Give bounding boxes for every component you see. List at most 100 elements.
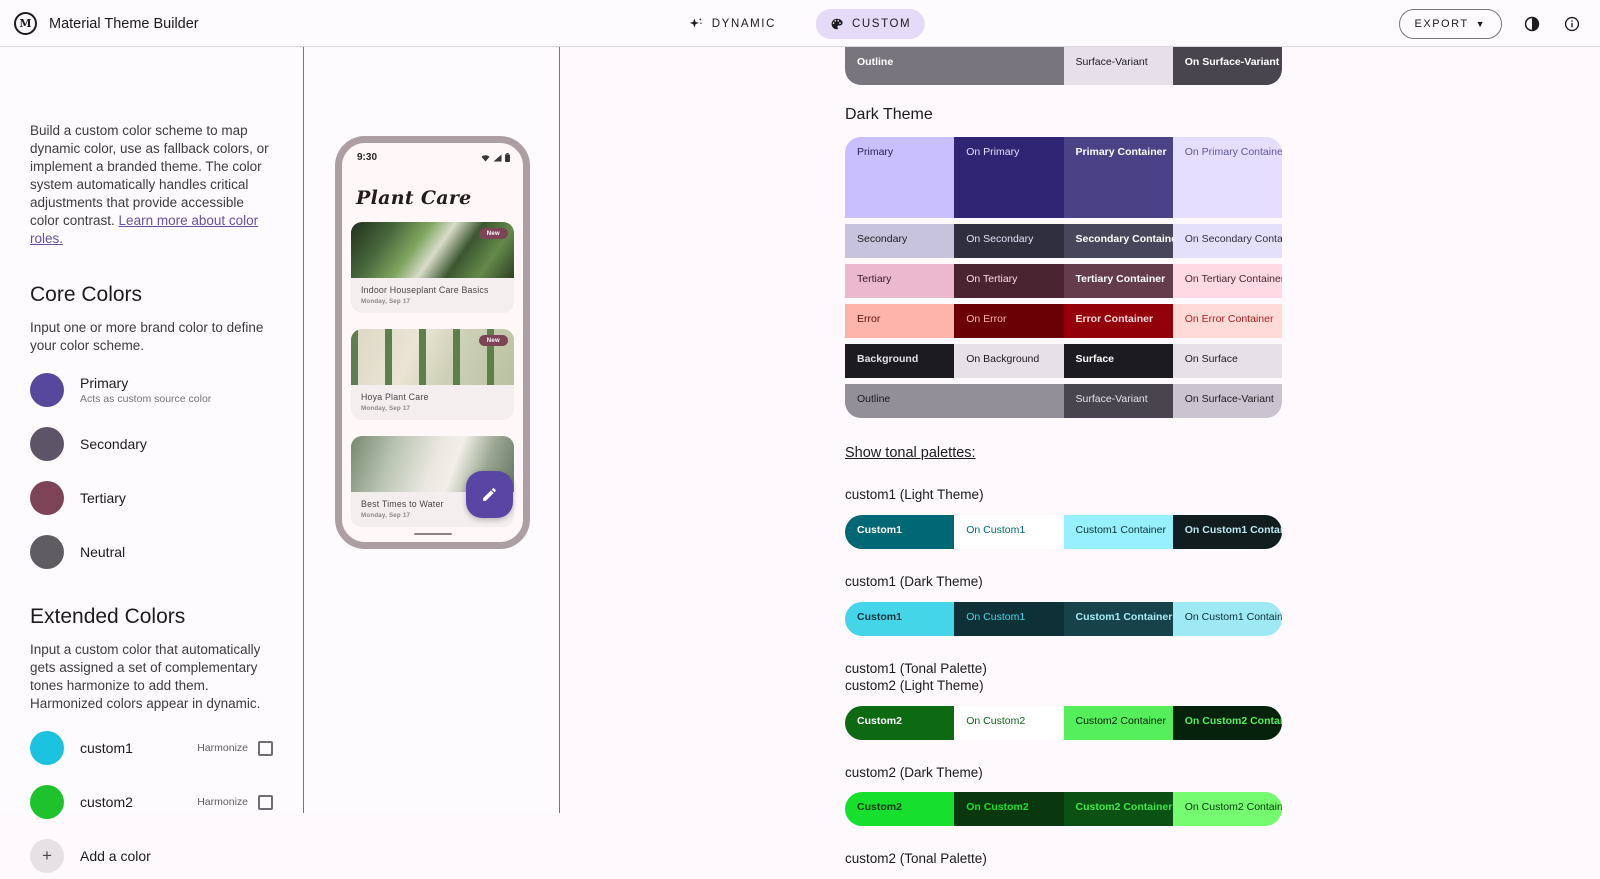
swatch-tertiary-container: Tertiary Container (1063, 264, 1173, 298)
custom1-color-swatch[interactable] (30, 731, 64, 766)
light-theme-table-partial: Outline Surface-Variant On Surface-Variant (845, 47, 1282, 85)
tab-custom-label: CUSTOM (852, 17, 912, 30)
custom2-color-swatch[interactable] (30, 785, 64, 820)
swatch-row: Outline Surface-Variant On Surface-Variant (845, 384, 1282, 418)
extended-colors-desc: Input a custom color that automatically … (30, 641, 261, 711)
card-title: Indoor Houseplant Care Basics (361, 285, 489, 295)
tab-custom[interactable]: CUSTOM (816, 8, 926, 39)
battery-icon (505, 153, 510, 162)
custom1-dark-label: custom1 (Dark Theme) (845, 573, 983, 589)
extended-colors-heading: Extended Colors (30, 604, 186, 628)
card-photo: New (351, 329, 514, 385)
swatch-row: Custom1 On Custom1 Custom1 Container On Cus… (845, 514, 1282, 549)
swatch-on-custom2: On Custom2 (954, 792, 1064, 827)
card-date: Monday, Sep 17 (361, 405, 411, 412)
swatch-row: Background On Background Surface On Surface (845, 344, 1282, 378)
swatch-custom1: Custom1 (845, 514, 955, 549)
status-time: 9:30 (357, 152, 378, 163)
swatch-on-tertiary-container: On Tertiary Container (1172, 264, 1282, 298)
swatch-row: Custom2 On Custom2 Custom2 Container On Cus… (845, 792, 1282, 827)
sparkle-icon (689, 18, 702, 28)
secondary-color-label: Secondary (80, 435, 147, 452)
custom1-harmonize-checkbox[interactable] (258, 740, 273, 756)
swatch-surface: Surface (1063, 344, 1173, 378)
primary-color-swatch[interactable] (30, 372, 64, 407)
custom2-dark-row: Custom2 On Custom2 Custom2 Container On Cus… (845, 792, 1282, 827)
swatch-outline: Outline (845, 47, 1064, 85)
tab-dynamic[interactable]: DYNAMIC (675, 9, 790, 39)
add-color-label: Add a color (80, 848, 151, 865)
primary-color-sublabel: Acts as custom source color (80, 392, 212, 405)
swatch-on-custom1-container: On Custom1 Container (1172, 601, 1282, 636)
swatch-error: Error (845, 304, 955, 338)
new-badge: New (478, 228, 508, 239)
dark-theme-heading: Dark Theme (845, 106, 933, 123)
custom2-tonal-label: custom2 (Tonal Palette) (845, 851, 987, 867)
swatch-on-custom2-container: On Custom2 Container (1172, 705, 1282, 740)
app-title: Material Theme Builder (49, 15, 199, 32)
swatch-custom2: Custom2 (845, 792, 955, 827)
edit-fab (466, 471, 513, 518)
swatch-outline: Outline (845, 384, 1064, 418)
tertiary-color-swatch[interactable] (30, 480, 64, 515)
swatch-on-custom1: On Custom1 (954, 514, 1064, 549)
intro-text-body: Build a custom color scheme to map dynam… (30, 123, 269, 229)
swatch-custom2: Custom2 (845, 705, 955, 740)
custom1-color-label: custom1 (80, 740, 133, 757)
color-roles-link[interactable]: Learn more about color roles. (30, 213, 259, 247)
swatch-surface-variant: Surface-Variant (1063, 384, 1173, 418)
dark-mode-toggle[interactable] (1522, 14, 1542, 34)
swatch-row: Outline Surface-Variant On Surface-Variant (845, 47, 1282, 85)
tertiary-color-label: Tertiary (80, 489, 126, 506)
custom1-light-row: Custom1 On Custom1 Custom1 Container On Cus… (845, 514, 1282, 549)
core-color-neutral: Neutral (30, 533, 273, 571)
core-colors-desc: Input one or more brand color to define … (30, 319, 264, 353)
custom2-color-label: custom2 (80, 794, 133, 811)
custom1-dark-row: Custom1 On Custom1 Custom1 Container On Cus… (845, 601, 1282, 636)
card-text: Indoor Houseplant Care Basics Monday, Se… (351, 278, 514, 313)
swatch-error-container: Error Container (1063, 304, 1173, 338)
swatch-on-surface-variant: On Surface-Variant (1172, 47, 1282, 85)
card-indoor-houseplant: New Indoor Houseplant Care Basics Monday… (351, 222, 514, 313)
palette-icon (831, 18, 843, 29)
swatch-on-tertiary: On Tertiary (954, 264, 1064, 298)
swatch-on-primary: On Primary (954, 137, 1064, 218)
extended-color-custom2: custom2 Harmonize (30, 783, 273, 821)
swatch-row: Error On Error Error Container On Error Con… (845, 304, 1282, 338)
neutral-color-swatch[interactable] (30, 534, 64, 569)
extended-color-custom1: custom1 Harmonize (30, 729, 273, 767)
swatch-on-error: On Error (954, 304, 1064, 338)
custom1-harmonize: Harmonize (197, 740, 273, 756)
swatch-secondary: Secondary (845, 224, 955, 258)
core-color-primary: Primary Acts as custom source color (30, 371, 273, 409)
tab-dynamic-label: DYNAMIC (711, 17, 776, 30)
wifi-icon (481, 154, 490, 161)
phone-app-title: Plant Care (356, 187, 472, 209)
swatch-custom2-container: Custom2 Container (1063, 792, 1173, 827)
swatch-on-custom1-container: On Custom1 Container (1172, 514, 1282, 549)
show-tonal-palettes-link[interactable]: Show tonal palettes: (845, 445, 976, 461)
swatch-custom1-container: Custom1 Container (1063, 514, 1173, 549)
neutral-color-label: Neutral (80, 543, 126, 560)
export-button[interactable]: EXPORT ▼ (1398, 8, 1502, 39)
core-color-secondary: Secondary (30, 425, 273, 463)
info-icon (1564, 16, 1580, 31)
swatch-on-custom2-container: On Custom2 Container (1172, 792, 1282, 827)
add-color-row: + Add a color (30, 837, 273, 875)
swatch-custom1-container: Custom1 Container (1063, 601, 1173, 636)
swatch-on-secondary: On Secondary (954, 224, 1064, 258)
custom1-tonal-custom2-light-label: custom1 (Tonal Palette) custom2 (Light T… (845, 661, 1282, 695)
custom2-harmonize: Harmonize (197, 794, 273, 810)
custom2-light-row: Custom2 On Custom2 Custom2 Container On Cus… (845, 705, 1282, 740)
add-color-button[interactable]: + (30, 839, 64, 874)
custom2-dark-label: custom2 (Dark Theme) (845, 764, 983, 780)
secondary-color-swatch[interactable] (30, 426, 64, 461)
theme-preview-panel: Outline Surface-Variant On Surface-Variant… (845, 47, 1282, 879)
card-hoya-plant: New Hoya Plant Care Monday, Sep 17 (351, 329, 514, 420)
custom2-harmonize-checkbox[interactable] (258, 794, 273, 810)
swatch-on-surface-variant: On Surface-Variant (1172, 384, 1282, 418)
phone-preview-panel: 9:30 Plant Care New Indoor Houseplant Ca… (304, 47, 560, 813)
custom1-light-label: custom1 (Light Theme) (845, 487, 984, 502)
settings-sidebar: Build a custom color scheme to map dynam… (0, 47, 304, 874)
info-button[interactable] (1562, 14, 1582, 34)
